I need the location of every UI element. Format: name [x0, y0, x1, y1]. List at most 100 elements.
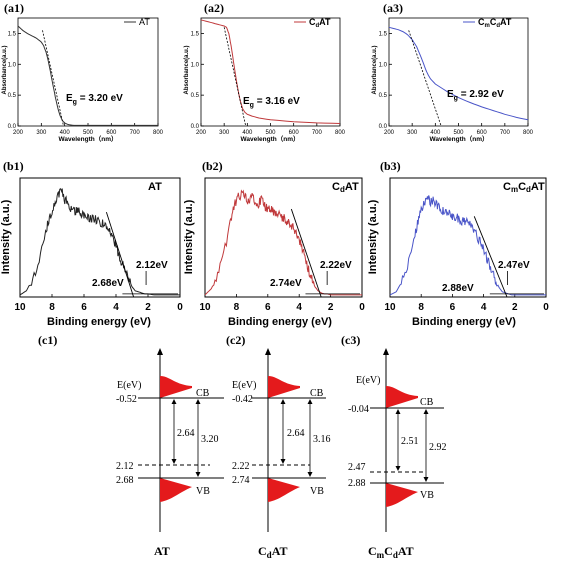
- mark-label-b3: 2.47eV: [498, 260, 530, 271]
- ylabel-b2: Intensity (a.u.): [183, 199, 195, 274]
- panel-a1: (a1) 200 300 400 500 600 700 800 0.0 0.5 1.0 1.5 W…: [2, 1, 164, 143]
- panel-label-c1: (c1): [38, 333, 57, 347]
- cb-density-c2: [268, 376, 300, 398]
- x-tick-label-b3-1: 8: [418, 302, 424, 313]
- dashed-value-c3: 2.47: [348, 462, 366, 473]
- cb-label-c1: CB: [196, 388, 210, 399]
- x-tick-label-b1-2: 6: [81, 302, 87, 313]
- vb-density-c1: [160, 478, 192, 502]
- x-tick-label-a2-2: 400: [242, 130, 253, 136]
- plot-frame-b3: [389, 177, 547, 298]
- marks-a2: [200, 17, 341, 127]
- series-line-b3: [389, 195, 546, 296]
- vb-label-c3: VB: [420, 490, 434, 501]
- x-tick-label-b2-1: 8: [234, 302, 240, 313]
- ylabel-b1: Intensity (a.u.): [0, 199, 12, 274]
- y-tick-label-a2-0: 0.0: [191, 124, 200, 130]
- panel-b3: (b3) 10 8 6 4 2 0 Binding energy (eV) Intensi…: [367, 159, 549, 328]
- x-tick-label-a3-3: 500: [453, 130, 464, 136]
- vb-value-c3: 2.88: [348, 478, 366, 489]
- x-tick-label-a1-2: 400: [60, 130, 71, 136]
- vb-value-c1: 2.68: [116, 475, 134, 486]
- y-tick-label-a3-2: 1.0: [379, 62, 388, 68]
- xlabel-b2: Binding energy (eV): [228, 316, 332, 328]
- x-tick-label-a1-4: 600: [106, 130, 117, 136]
- marks-b2: [204, 177, 363, 298]
- x-tick-label-a2-3: 500: [265, 130, 276, 136]
- tangent-line-b3: [473, 216, 508, 298]
- ylabel-a2: Absorbance(a.u.): [184, 45, 190, 94]
- dashed-value-c1: 2.12: [116, 461, 134, 472]
- ylabel-b3: Intensity (a.u.): [367, 199, 379, 274]
- x-tick-label-b1-0: 10: [14, 302, 26, 313]
- x-tick-label-b3-3: 4: [481, 302, 487, 313]
- vb-label-c2: VB: [310, 486, 324, 497]
- x-tick-label-a1-3: 500: [83, 130, 94, 136]
- cb-value-c2: -0.42: [232, 394, 253, 405]
- y-tick-label-a2-1: 0.5: [191, 93, 200, 99]
- panel-label-c3: (c3): [341, 333, 360, 347]
- annotation-a3: Eg = 2.92 eV: [447, 89, 504, 102]
- marks-b1: [19, 177, 181, 298]
- y-tick-label-a1-0: 0.0: [8, 124, 17, 130]
- x-tick-label-a3-6: 800: [523, 130, 534, 136]
- xlabel-a2: Wavelength（nm）: [241, 135, 300, 143]
- vb-density-c2: [268, 478, 300, 502]
- baseline-label-b2: 2.74eV: [270, 278, 302, 289]
- x-tick-label-b2-4: 2: [328, 302, 334, 313]
- outer-gap-c1: 3.20: [201, 434, 219, 445]
- panel-label-a1: (a1): [4, 1, 24, 15]
- x-tick-label-b2-0: 10: [199, 302, 211, 313]
- plot-frame-a1: [17, 17, 159, 127]
- cb-label-c3: CB: [420, 397, 434, 408]
- x-tick-label-a3-0: 200: [384, 130, 395, 136]
- xlabel-b1: Binding energy (eV): [47, 316, 151, 328]
- dashed-value-c2: 2.22: [232, 461, 250, 472]
- x-tick-label-a1-1: 300: [36, 130, 47, 136]
- baseline-label-b3: 2.88eV: [442, 283, 474, 294]
- x-tick-label-a3-4: 600: [477, 130, 488, 136]
- cb-density-c3: [386, 386, 418, 408]
- plot-frame-a3: [388, 17, 529, 127]
- panel-b1: (b1) 10 8 6 4 2 0 Binding energy (eV) Intensi…: [0, 159, 183, 328]
- vb-density-c3: [386, 483, 418, 507]
- plot-frame-b1: [19, 177, 181, 298]
- panel-label-b1: (b1): [3, 159, 24, 173]
- energy-axis-arrow-c2: [265, 348, 271, 355]
- mark-label-b2: 2.22eV: [320, 260, 352, 271]
- title-b1: AT: [148, 181, 162, 193]
- ylabel-a3: Absorbance(a.u.): [372, 45, 378, 94]
- legend-a1: AT: [139, 17, 150, 27]
- x-tick-label-b1-5: 0: [177, 302, 183, 313]
- ticks-a2: 200 300 400 500 600 700 800 0.0 0.5 1.0 1.5: [191, 31, 346, 136]
- x-tick-label-b1-1: 8: [49, 302, 55, 313]
- cb-value-c1: -0.52: [116, 394, 137, 405]
- title-b3: CmCdAT: [503, 181, 545, 194]
- x-tick-label-b3-2: 6: [450, 302, 456, 313]
- plot-frame-a2: [200, 17, 341, 127]
- panel-c2: (c2) E(eV) -0.42 CB 2.22 2.74 VB 2.64 3.…: [226, 333, 331, 560]
- ticks-a1: 200 300 400 500 600 700 800 0.0 0.5 1.0 1.5: [8, 31, 164, 136]
- y-tick-label-a2-2: 1.0: [191, 62, 200, 68]
- x-tick-label-a3-2: 400: [430, 130, 441, 136]
- tangent-line-b2: [290, 208, 322, 298]
- x-tick-label-b2-3: 4: [296, 302, 302, 313]
- x-tick-label-b1-3: 4: [113, 302, 119, 313]
- axis-label-c2: E(eV): [232, 380, 256, 391]
- x-tick-label-a2-4: 600: [289, 130, 300, 136]
- panel-label-a2: (a2): [204, 1, 224, 15]
- series-line-a1: [17, 25, 158, 126]
- title-b2: CdAT: [332, 181, 359, 194]
- panel-a2: (a2) 200 300 400 500 600 700 800 0.0 0.5 1.0 1.5 W…: [184, 1, 346, 143]
- panel-a3: (a3) 200 300 400 500 600 700 800 0.0 0.5 1.0 1.5 W…: [372, 1, 534, 143]
- panel-c3: (c3) E(eV) -0.04 CB 2.47 2.88 VB 2.51 2.…: [341, 333, 447, 560]
- x-tick-label-b3-5: 0: [543, 302, 549, 313]
- plot-frame-b2: [204, 177, 363, 298]
- xlabel-a3: Wavelength（nm）: [430, 135, 489, 143]
- mark-label-b1: 2.12eV: [136, 260, 168, 271]
- annotation-a2: Eg = 3.16 eV: [243, 96, 300, 109]
- legend-a3: CmCdAT: [478, 17, 512, 29]
- series-line-b1: [19, 187, 180, 296]
- inner-gap-c1: 2.64: [177, 428, 195, 439]
